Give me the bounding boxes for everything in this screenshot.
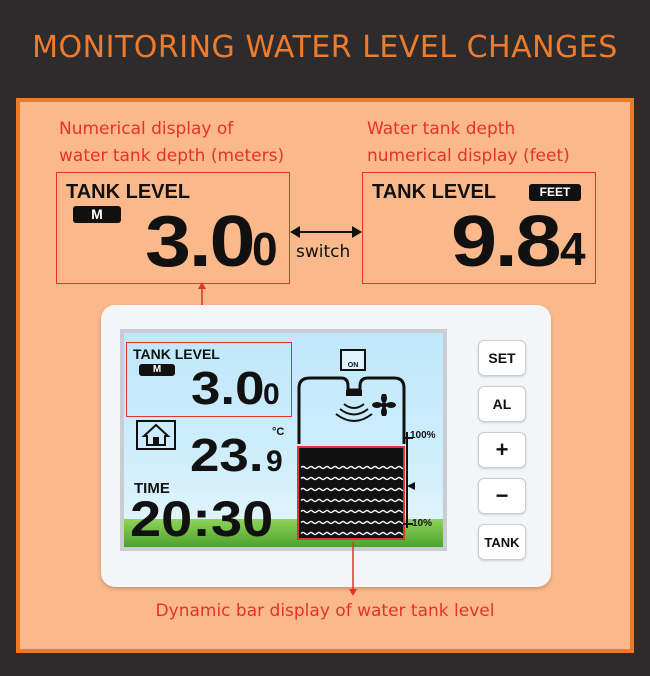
lcd-tank-level-block: TANK LEVEL M 3.0 0 [126, 342, 292, 417]
water-wave-line [300, 487, 406, 492]
set-button[interactable]: SET [478, 340, 526, 376]
temp-value-decimal: 9 [266, 445, 283, 478]
switch-arrow-icon [290, 226, 362, 238]
feet-value-decimal: 4 [560, 223, 586, 275]
scale-bottom-label: 10% [412, 518, 433, 529]
home-icon [136, 420, 176, 450]
caption-feet-line2: numerical display (feet) [367, 146, 570, 166]
feet-display-label: TANK LEVEL [372, 181, 497, 203]
tank-scale [403, 432, 415, 528]
feet-value: 9.8 [451, 202, 562, 282]
caption-meters-line2: water tank depth (meters) [59, 146, 285, 166]
tank-button[interactable]: TANK [478, 524, 526, 560]
meter-display-label: TANK LEVEL [66, 181, 191, 203]
caption-feet: Water tank depth numerical display (feet… [367, 116, 570, 170]
water-wave-line [300, 520, 406, 525]
lcd-tank-label: TANK LEVEL [133, 346, 220, 362]
meter-value-decimal: 0 [252, 223, 278, 275]
water-wave-line [300, 531, 406, 536]
page-title: MONITORING WATER LEVEL CHANGES [32, 30, 618, 65]
fan-icon [372, 394, 396, 416]
meter-value: 3.0 [145, 202, 256, 282]
plus-button[interactable]: + [478, 432, 526, 468]
callout-connector-bottom [349, 542, 357, 596]
lcd-tank-value-decimal: 0 [263, 378, 280, 411]
caption-bar-display: Dynamic bar display of water tank level [155, 601, 495, 621]
meter-unit-badge: M [73, 206, 121, 223]
water-wave-line [300, 498, 406, 503]
water-wave-line [300, 465, 406, 470]
lcd-tank-unit: M [139, 364, 175, 376]
pump-on-label: ON [347, 362, 359, 369]
scale-top-label: 100% [410, 430, 436, 441]
caption-meters-line1: Numerical display of [59, 119, 234, 139]
alarm-button[interactable]: AL [478, 386, 526, 422]
lcd-tank-value: 3.0 [191, 362, 265, 414]
water-waves [300, 465, 406, 536]
feet-unit-badge: FEET [529, 184, 581, 201]
pump-indicator: ON [340, 349, 366, 371]
water-wave-line [300, 509, 406, 514]
tank-level-bar [297, 446, 406, 540]
meter-display-callout: TANK LEVEL M 3.0 0 [56, 172, 290, 284]
time-value: 20:30 [130, 491, 274, 547]
feet-display-callout: TANK LEVEL FEET 9.8 4 [362, 172, 596, 284]
minus-button[interactable]: − [478, 478, 526, 514]
switch-label: switch [296, 242, 351, 262]
tank-pipe-icon [297, 376, 406, 444]
water-wave-line [300, 476, 406, 481]
caption-meters: Numerical display of water tank depth (m… [59, 116, 284, 170]
caption-feet-line1: Water tank depth [367, 119, 516, 139]
temp-value: 23. [190, 429, 264, 481]
temp-unit: °C [272, 426, 285, 438]
time-label: TIME [134, 480, 170, 497]
